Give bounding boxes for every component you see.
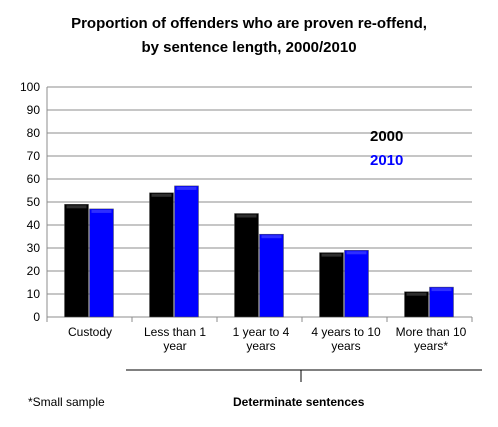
bar-2000-less-than-1-year [149,192,174,318]
legend-2010: 2010 [370,152,404,169]
bar-highlight-2010-4-years-to-10-years [346,251,367,255]
y-tick-label-80: 80 [27,126,41,140]
bar-2010-4-years-to-10-years [344,250,369,318]
bar-2010-1-year-to-4-years [259,233,284,318]
footnote: *Small sample [28,395,105,409]
bar-highlight-2000-less-than-1-year [151,193,172,197]
x-tick-label-more-than-10-years: More than 10 years* [395,325,467,353]
bar-highlight-2000-custody [66,205,87,209]
x-tick-label-less-than-1-year: Less than 1 year [143,325,207,353]
bar-2000-4-years-to-10-years [319,252,344,318]
bar-highlight-2010-custody [91,209,112,213]
x-tick-label-custody: Custody [67,325,113,339]
y-tick-label-70: 70 [27,149,41,163]
bar-2010-more-than-10-years [429,286,454,318]
y-tick-label-10: 10 [27,287,41,301]
bar-highlight-2000-1-year-to-4-years [236,214,257,218]
group-label-determinate-sentences: Determinate sentences [233,395,365,409]
y-tick-label-20: 20 [27,264,41,278]
y-tick-label-30: 30 [27,241,41,255]
bar-2000-custody [64,204,89,318]
bar-highlight-2010-less-than-1-year [176,186,197,190]
y-tick-label-100: 100 [20,80,40,94]
y-tick-label-90: 90 [27,103,41,117]
bar-2000-more-than-10-years [404,291,429,318]
legend-2000: 2000 [370,128,404,145]
y-tick-label-50: 50 [27,195,41,209]
bar-highlight-2010-more-than-10-years [431,288,452,292]
bar-highlight-2000-4-years-to-10-years [321,253,342,257]
bar-2000-1-year-to-4-years [234,213,259,318]
chart-title-line-2: by sentence length, 2000/2010 [141,39,357,56]
chart-title-line-1: Proportion of offenders who are proven r… [71,15,427,32]
y-tick-label-40: 40 [27,218,41,232]
y-tick-label-0: 0 [33,310,40,324]
x-tick-label-4-to-10-years: 4 years to 10 years [311,325,381,353]
bar-2010-less-than-1-year [174,185,199,318]
x-tick-label-1-to-4-years: 1 year to 4 years [232,325,290,353]
bar-2010-custody [89,208,114,318]
y-tick-label-60: 60 [27,172,41,186]
bar-highlight-2010-1-year-to-4-years [261,235,282,239]
bar-highlight-2000-more-than-10-years [406,292,427,296]
